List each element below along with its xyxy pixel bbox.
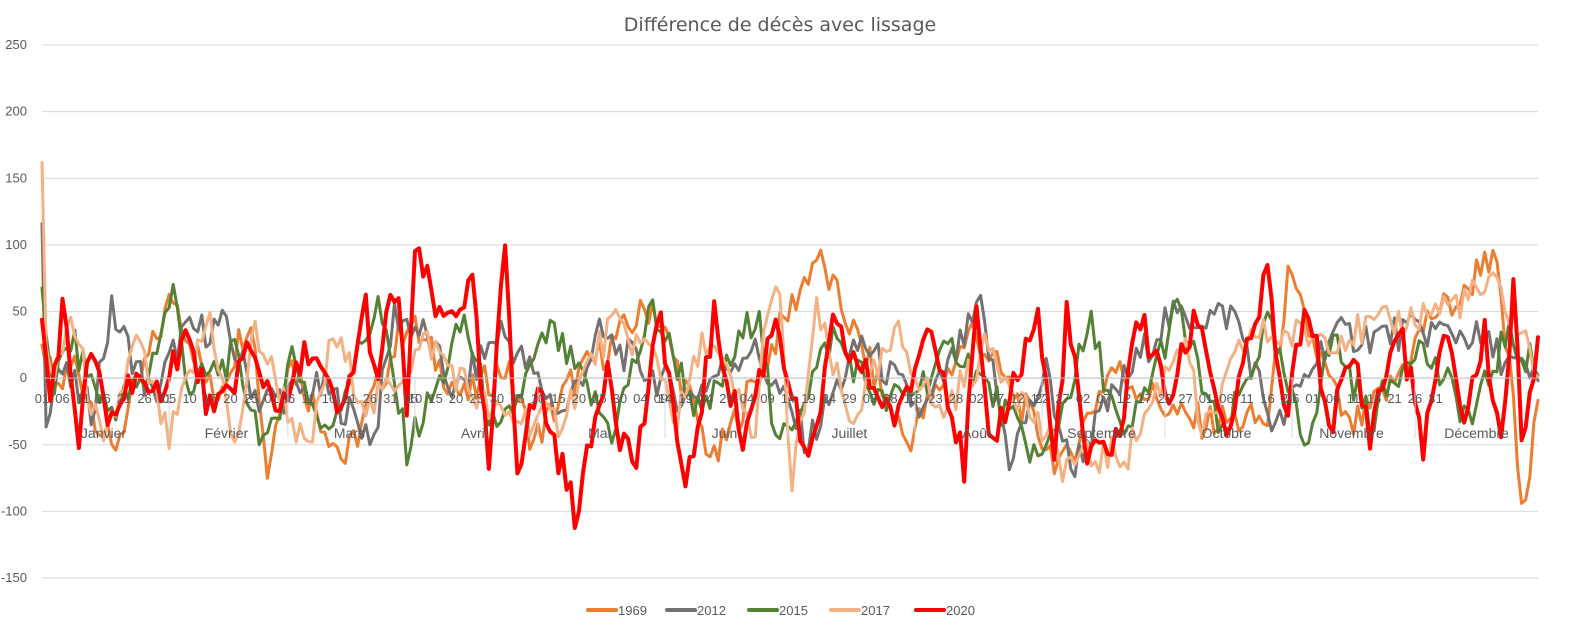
x-tick-label: 26 (363, 391, 377, 406)
month-label: Novembre (1319, 425, 1384, 441)
legend-label: 2020 (946, 603, 975, 618)
x-tick-label: 21 (342, 391, 356, 406)
x-tick-label: 01 (35, 391, 49, 406)
legend-label: 2015 (779, 603, 808, 618)
x-tick-label: 07 (990, 391, 1004, 406)
x-tick-label: 29 (719, 391, 733, 406)
x-tick-label: 30 (613, 391, 627, 406)
x-tick-label: 30 (490, 391, 504, 406)
x-tick-label: 17 (1137, 391, 1151, 406)
x-tick-label: 27 (1178, 391, 1192, 406)
x-tick-label: 15 (428, 391, 442, 406)
x-tick-label: 20 (223, 391, 237, 406)
x-tick-label: 24 (822, 391, 836, 406)
month-label: Juillet (832, 425, 868, 441)
x-tick-label: 19 (678, 391, 692, 406)
x-tick-label: 16 (322, 391, 336, 406)
chart-title: Différence de décès avec lissage (624, 14, 936, 36)
x-tick-label: 06 (1219, 391, 1233, 406)
y-tick-label: -100 (1, 503, 27, 518)
x-tick-label: 29 (842, 391, 856, 406)
legend-label: 1969 (618, 603, 647, 618)
x-tick-label: 12 (1117, 391, 1131, 406)
month-label: Mai (588, 425, 611, 441)
x-tick-label: 11 (302, 391, 316, 406)
x-tick-label: 04 (633, 391, 647, 406)
x-tick-label: 21 (1387, 391, 1401, 406)
x-tick-label: 02 (1076, 391, 1090, 406)
month-label: Août (962, 425, 991, 441)
x-tick-label: 11 (76, 391, 90, 406)
x-tick-label: 06 (55, 391, 69, 406)
x-tick-label: 24 (699, 391, 713, 406)
month-label: Février (205, 425, 249, 441)
legend-label: 2012 (697, 603, 726, 618)
legend-item-2020[interactable]: 2020 (914, 603, 975, 618)
x-tick-label: 01 (264, 391, 278, 406)
x-tick-label: 28 (949, 391, 963, 406)
month-label: Octobre (1202, 425, 1252, 441)
x-tick-label: 04 (740, 391, 754, 406)
series-line-2012 (40, 222, 1540, 478)
x-tick-label: 01 (1199, 391, 1213, 406)
month-label: Avril (461, 425, 488, 441)
x-tick-label: 19 (801, 391, 815, 406)
x-tick-label: 23 (928, 391, 942, 406)
x-tick-label: 10 (182, 391, 196, 406)
y-tick-label: 50 (13, 304, 27, 319)
x-tick-label: 25 (244, 391, 258, 406)
y-tick-label: 250 (5, 37, 27, 52)
legend-label: 2017 (861, 603, 890, 618)
x-tick-label: 02 (969, 391, 983, 406)
x-tick-label: 16 (1260, 391, 1274, 406)
x-tick-label: 03 (863, 391, 877, 406)
month-label: Mars (334, 425, 365, 441)
x-tick-label: 16 (1367, 391, 1381, 406)
x-tick-label: 20 (449, 391, 463, 406)
month-label: Décembre (1444, 425, 1509, 441)
x-tick-label: 27 (1055, 391, 1069, 406)
month-label: Juin (712, 425, 738, 441)
legend-item-2017[interactable]: 2017 (829, 603, 890, 618)
x-tick-label: 11 (1347, 391, 1361, 406)
y-tick-label: 0 (20, 370, 27, 385)
x-tick-label: 20 (572, 391, 586, 406)
x-tick-label: 26 (137, 391, 151, 406)
x-tick-label: 11 (1240, 391, 1254, 406)
y-tick-label: -150 (1, 570, 27, 585)
series-lines (40, 161, 1540, 530)
x-tick-label: 31 (1428, 391, 1442, 406)
series-line-1969 (40, 248, 1540, 505)
month-label: Septembre (1067, 425, 1136, 441)
x-tick-label: 09 (760, 391, 774, 406)
month-label: Janvier (81, 425, 126, 441)
x-tick-label: 21 (117, 391, 131, 406)
x-tick-label: 15 (203, 391, 217, 406)
x-tick-label: 31 (383, 391, 397, 406)
x-tick-label: 01 (1305, 391, 1319, 406)
series-line-2017 (40, 161, 1540, 493)
y-tick-label: 100 (5, 237, 27, 252)
y-tick-label: 200 (5, 104, 27, 119)
legend-item-1969[interactable]: 1969 (586, 603, 647, 618)
y-tick-label: -50 (8, 437, 27, 452)
series-line-2020 (40, 243, 1540, 530)
legend-item-2015[interactable]: 2015 (747, 603, 808, 618)
x-tick-label: 25 (592, 391, 606, 406)
x-tick-label: 06 (1326, 391, 1340, 406)
y-axis: 250 200 150 100 50 0 -50 -100 -150 (1, 37, 27, 585)
y-tick-label: 150 (5, 170, 27, 185)
legend-item-2012[interactable]: 2012 (665, 603, 726, 618)
x-tick-label: 16 (96, 391, 110, 406)
x-tick-label: 07 (1096, 391, 1110, 406)
x-tick-label: 08 (883, 391, 897, 406)
x-tick-label: 15 (551, 391, 565, 406)
x-tick-label: 05 (510, 391, 524, 406)
x-tick-label: 25 (469, 391, 483, 406)
x-tick-label: 12 (1010, 391, 1024, 406)
legend: 1969 2012 2015 2017 2020 (586, 603, 975, 618)
